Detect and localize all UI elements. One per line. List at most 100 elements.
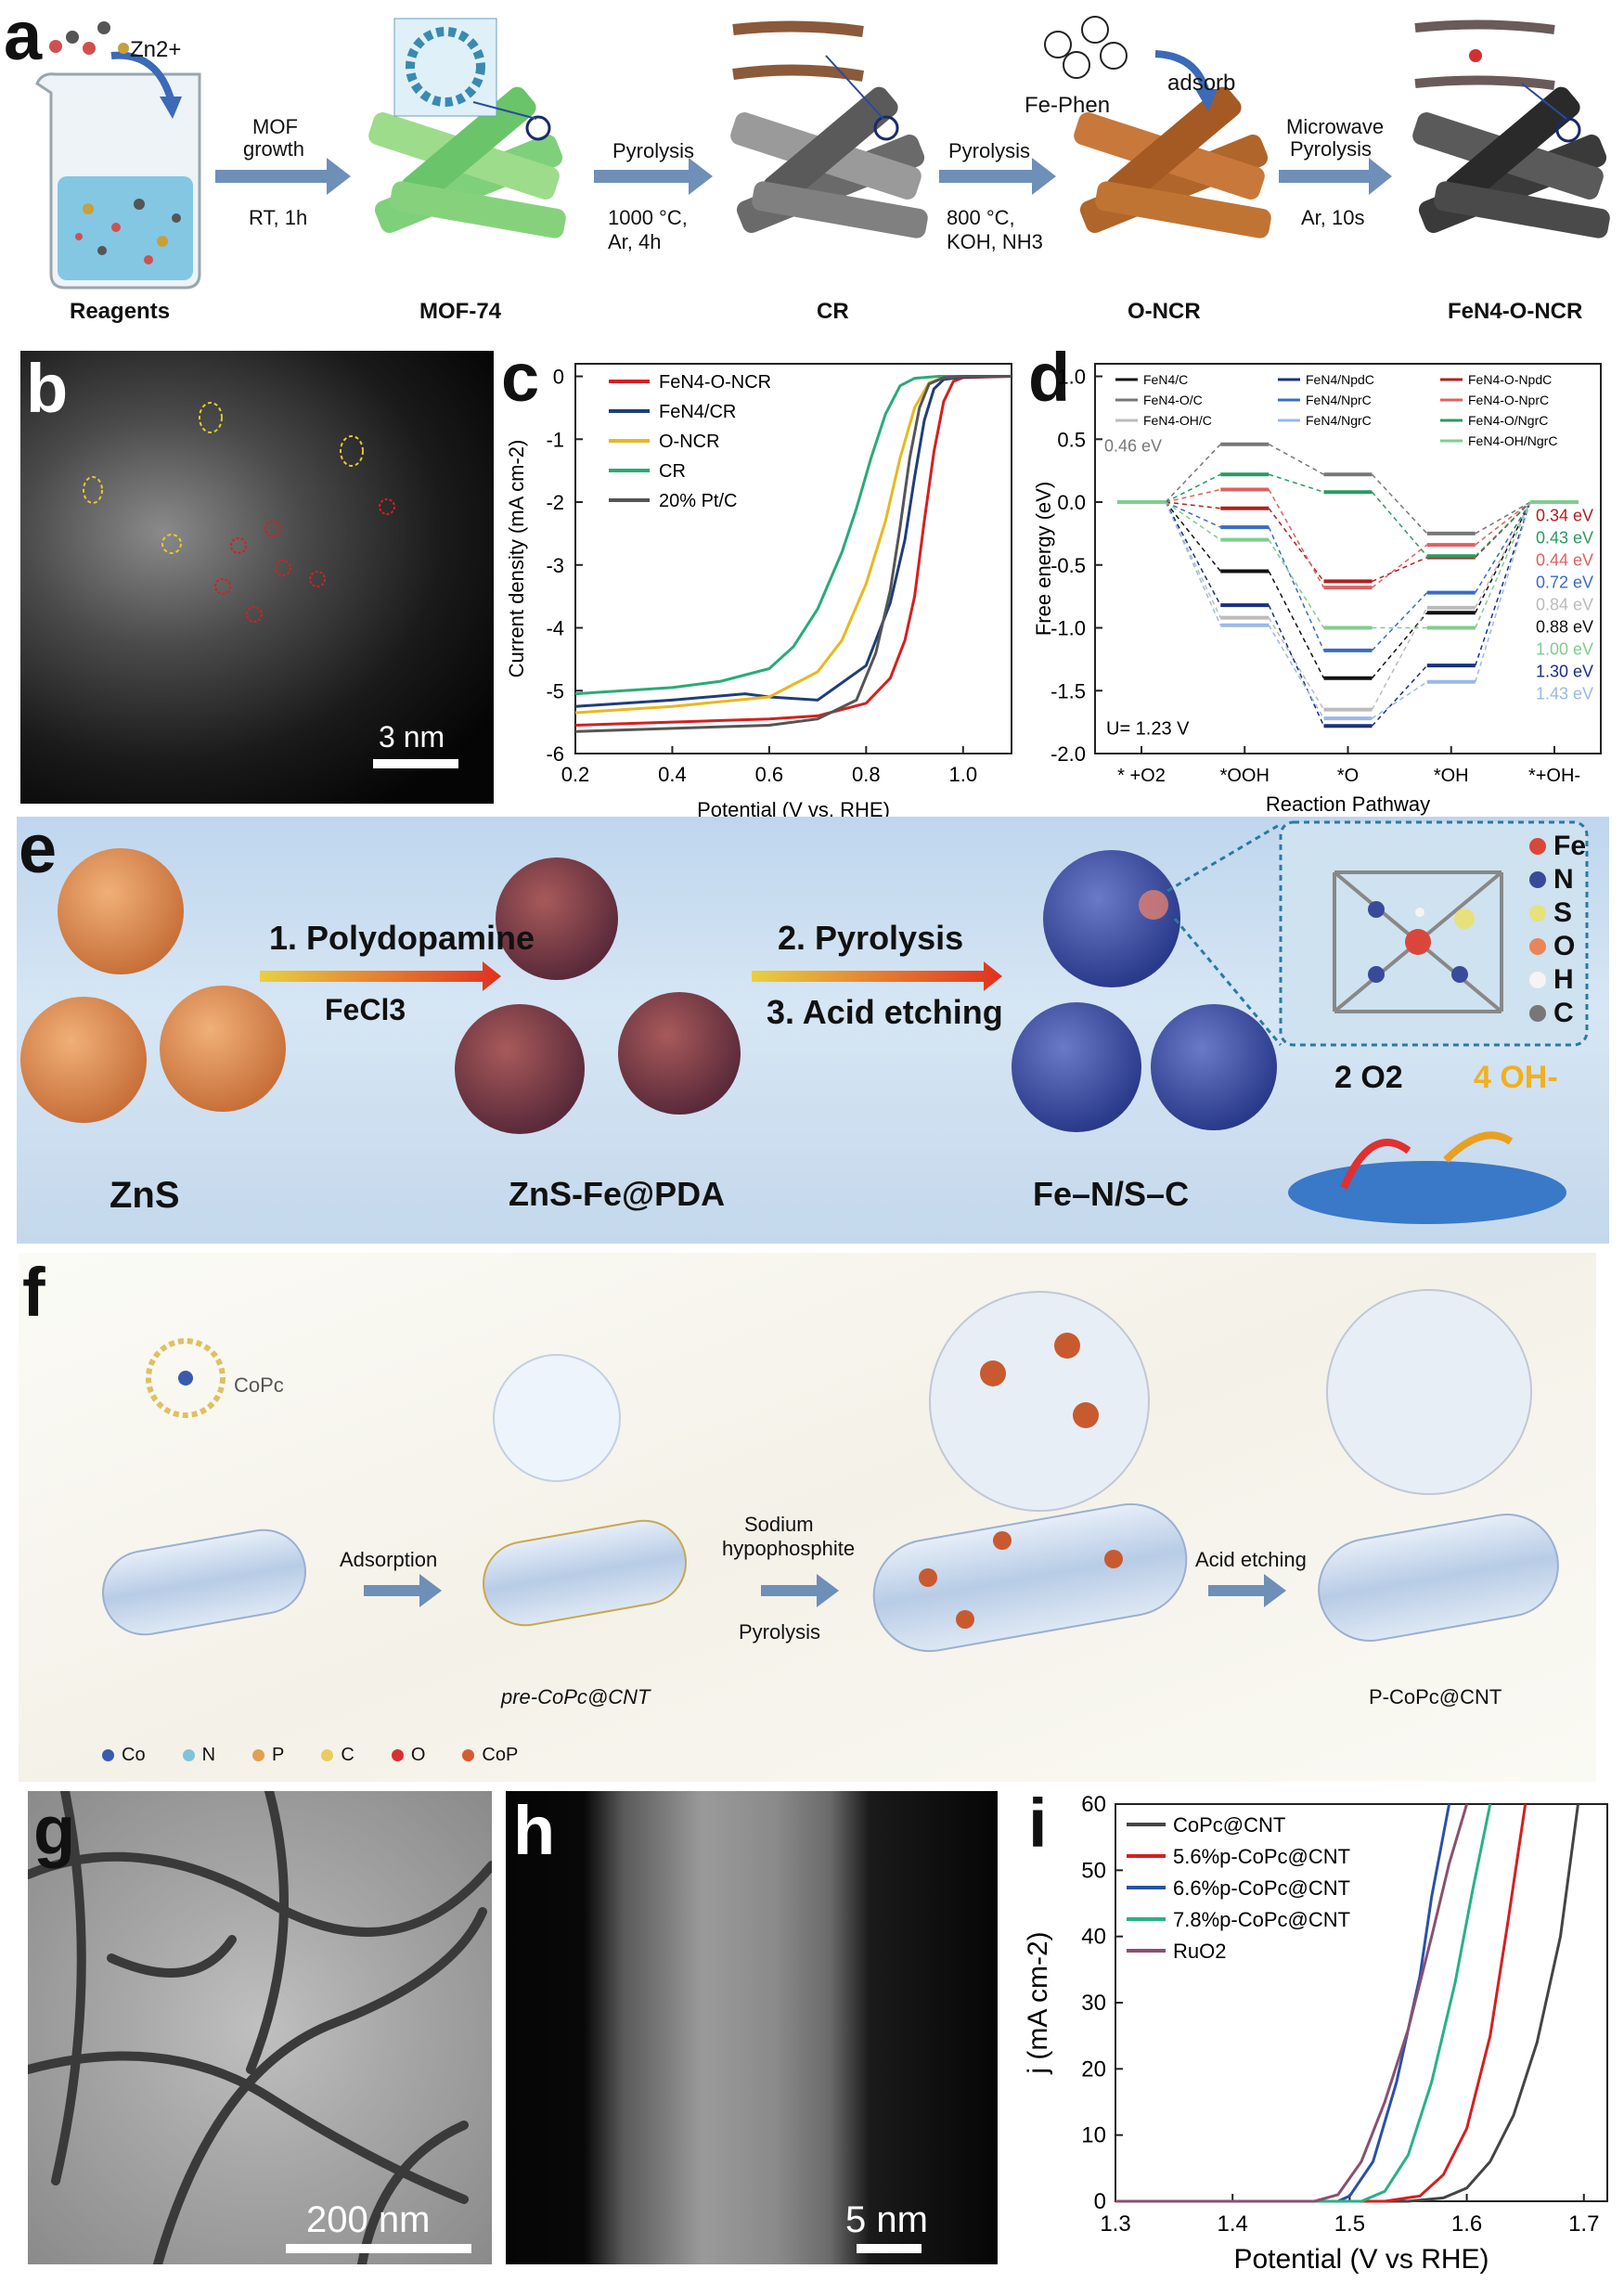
f-adsorption: Adsorption xyxy=(340,1548,438,1571)
c-series-line xyxy=(574,375,1012,715)
c-series-line xyxy=(574,375,1012,733)
i-legend-label: CoPc@CNT xyxy=(1173,1813,1285,1837)
panel-f-illustration xyxy=(101,1289,1559,1653)
cnt-zoom-3-icon xyxy=(929,1291,1150,1512)
e-legend-item: C xyxy=(1529,997,1594,1030)
c-legend-label: FeN4-O-NCR xyxy=(659,372,771,393)
e-legend-dot-icon xyxy=(1529,972,1546,988)
d-connector xyxy=(1371,664,1428,727)
c-legend-label: FeN4/CR xyxy=(659,402,736,422)
d-connector xyxy=(1475,501,1531,593)
f-legend-label: Co xyxy=(122,1745,146,1765)
i-ytick-label: 40 xyxy=(1081,1925,1106,1950)
product-fen4-oncr: FeN4-O-NCR xyxy=(1448,299,1583,324)
d-ytick-label: -1.0 xyxy=(1050,617,1086,640)
i-legend-label: RuO2 xyxy=(1173,1940,1226,1963)
panel-label-a: a xyxy=(4,0,43,74)
c-legend-label: 20% Pt/C xyxy=(659,491,737,511)
c-xtick-label: 1.0 xyxy=(948,763,977,786)
step1-bottom: RT, 1h xyxy=(249,206,308,229)
c-ytick-label: -4 xyxy=(546,617,564,640)
d-connector xyxy=(1475,501,1531,682)
e-legend-label: H xyxy=(1553,964,1574,995)
f-legend-dot-icon xyxy=(252,1749,265,1761)
i-ytick-label: 0 xyxy=(1094,2189,1106,2214)
d-ytick-label: -2.0 xyxy=(1050,742,1086,766)
e-legend-item: S xyxy=(1529,896,1594,930)
i-ytick-label: 50 xyxy=(1081,1858,1106,1883)
c-series-line xyxy=(574,375,1012,708)
fe-n-s-structure-icon xyxy=(1333,870,1503,1013)
panel-a: a xyxy=(0,0,1624,343)
i-xtick-label: 1.4 xyxy=(1218,2211,1248,2237)
e-legend-item: N xyxy=(1529,863,1594,896)
d-connector xyxy=(1475,501,1531,613)
f-legend-item: Co xyxy=(102,1745,146,1766)
d-connector xyxy=(1475,501,1531,628)
d-energy-label: 0.72 eV xyxy=(1536,573,1593,591)
scale-bar-h xyxy=(857,2244,922,2253)
i-xtick-label: 1.6 xyxy=(1451,2211,1482,2237)
d-energy-label: 0.44 eV xyxy=(1536,550,1593,569)
cnt-2-icon xyxy=(482,1519,688,1627)
panel-label-g: g xyxy=(33,1792,76,1869)
e-legend-dot-icon xyxy=(1529,905,1546,922)
d-legend-label: FeN4/C xyxy=(1143,372,1188,387)
e-legend-dot-icon xyxy=(1529,871,1546,888)
scale-bar-h-label: 5 nm xyxy=(845,2199,928,2240)
d-connector xyxy=(1371,491,1428,557)
f-sodium1: Sodium xyxy=(744,1513,814,1536)
fe-ns-c-spheres-icon xyxy=(1012,850,1277,1132)
c-ytick-label: -3 xyxy=(546,554,564,577)
i-series-line xyxy=(1115,1803,1492,2203)
cnt-3-icon xyxy=(872,1502,1188,1653)
c-ytick-label: -5 xyxy=(546,679,564,703)
d-connector xyxy=(1165,501,1221,606)
f-legend-label: N xyxy=(201,1745,216,1765)
d-connector xyxy=(1268,539,1325,628)
product-oncr: O-NCR xyxy=(1128,299,1201,324)
d-connector xyxy=(1371,612,1428,679)
d-connector xyxy=(1165,501,1221,528)
i-ylabel: j (mA cm-2) xyxy=(1023,1931,1053,2074)
d-ylabel: Free energy (eV) xyxy=(1032,482,1055,636)
panel-label-e: e xyxy=(19,810,58,887)
d-legend-label: FeN4/NgrC xyxy=(1306,413,1372,428)
d-legend-label: FeN4-O/C xyxy=(1143,393,1203,407)
i-legend-label: 7.8%p-CoPc@CNT xyxy=(1173,1908,1350,1931)
c-xlabel: Potential (V vs. RHE) xyxy=(697,798,890,817)
d-connector xyxy=(1371,592,1428,651)
fephen-label: Fe-Phen xyxy=(1025,93,1111,118)
d-connector xyxy=(1475,501,1531,546)
d-connector xyxy=(1165,473,1221,503)
f-post: P-CoPc@CNT xyxy=(1369,1685,1502,1708)
d-ytick-label: -1.5 xyxy=(1050,679,1086,703)
d-connector xyxy=(1165,501,1221,541)
d-connector xyxy=(1475,501,1531,666)
i-xtick-label: 1.3 xyxy=(1100,2211,1130,2237)
d-connector xyxy=(1475,501,1531,557)
i-xtick-label: 1.7 xyxy=(1568,2211,1599,2237)
d-connector xyxy=(1268,625,1325,719)
i-legend-label: 6.6%p-CoPc@CNT xyxy=(1173,1876,1350,1900)
c-xtick-label: 0.2 xyxy=(561,763,590,786)
c-series-line xyxy=(574,375,1012,696)
i-ytick-label: 30 xyxy=(1081,1991,1106,2016)
d-legend-label: FeN4-O-NpdC xyxy=(1468,372,1552,387)
panel-b-markers xyxy=(83,402,395,623)
e-legend-label: S xyxy=(1553,897,1573,928)
step4-top2: Pyrolysis xyxy=(1290,137,1373,161)
step3-bottom: 800 °C, xyxy=(947,206,1015,229)
zn-label: Zn2+ xyxy=(130,37,182,62)
d-ytick-label: 0.0 xyxy=(1057,491,1086,514)
c-ytick-label: 0 xyxy=(553,366,564,389)
cnt-zoom-4-icon xyxy=(1326,1289,1532,1495)
d-energy-label: 1.30 eV xyxy=(1536,662,1593,680)
d-connector xyxy=(1268,444,1324,475)
step1-top2: growth xyxy=(243,137,305,161)
panel-label-i: i xyxy=(1028,1785,1048,1862)
d-legend-label: FeN4/NpdC xyxy=(1306,372,1374,387)
d-energy-label: 0.34 eV xyxy=(1536,506,1593,524)
c-plot-frame xyxy=(574,363,1012,754)
d-energy-label: 0.43 eV xyxy=(1536,528,1593,547)
